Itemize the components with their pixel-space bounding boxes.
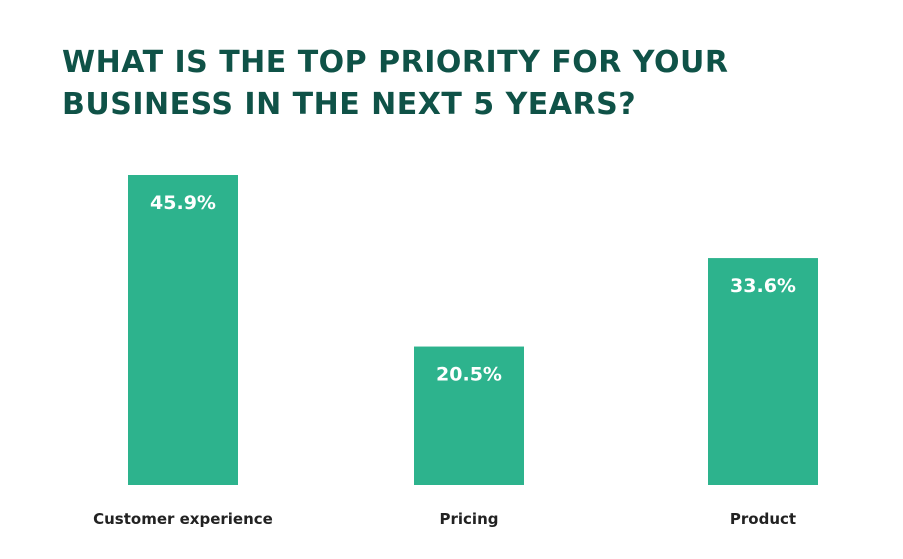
bar-value-label: 33.6% xyxy=(730,275,796,297)
chart-title: WHAT IS THE TOP PRIORITY FOR YOUR BUSINE… xyxy=(62,45,729,122)
category-label: Pricing xyxy=(440,510,499,528)
bar-value-label: 20.5% xyxy=(436,364,502,386)
bar-product xyxy=(708,258,818,485)
bar-pricing xyxy=(414,346,524,485)
category-label: Product xyxy=(730,510,796,528)
category-label: Customer experience xyxy=(93,510,273,528)
bar-customer-experience xyxy=(128,175,238,485)
bar-value-label: 45.9% xyxy=(150,192,216,214)
